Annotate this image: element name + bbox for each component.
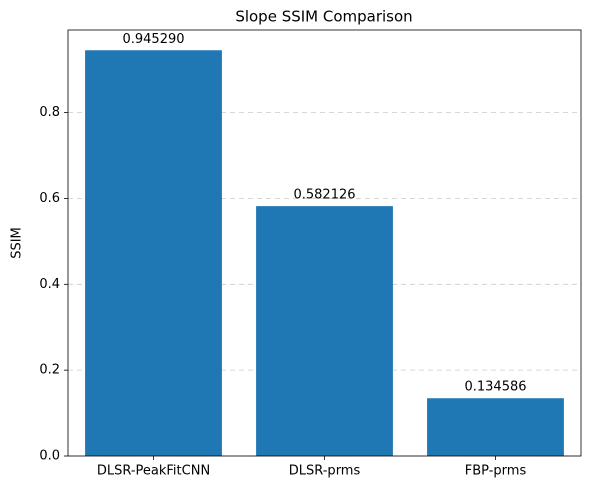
- value-label: 0.945290: [122, 32, 184, 47]
- y-tick-label: 0.2: [39, 363, 60, 378]
- y-tick-label: 0.0: [39, 449, 60, 464]
- y-tick-label: 0.4: [39, 277, 60, 292]
- x-tick-label: DLSR-PeakFitCNN: [97, 464, 210, 479]
- bar: [85, 50, 222, 457]
- bar: [427, 398, 564, 456]
- y-tick-label: 0.6: [39, 191, 60, 206]
- bar: [256, 206, 393, 456]
- y-tick-label: 0.8: [39, 105, 60, 120]
- y-axis-label: SSIM: [10, 227, 25, 259]
- chart-title: Slope SSIM Comparison: [235, 8, 412, 26]
- x-tick-label: FBP-prms: [465, 464, 527, 479]
- plot-frame: [67, 29, 582, 457]
- x-tick-label: DLSR-prms: [289, 464, 361, 479]
- value-label: 0.134586: [464, 380, 526, 395]
- value-label: 0.582126: [293, 188, 355, 203]
